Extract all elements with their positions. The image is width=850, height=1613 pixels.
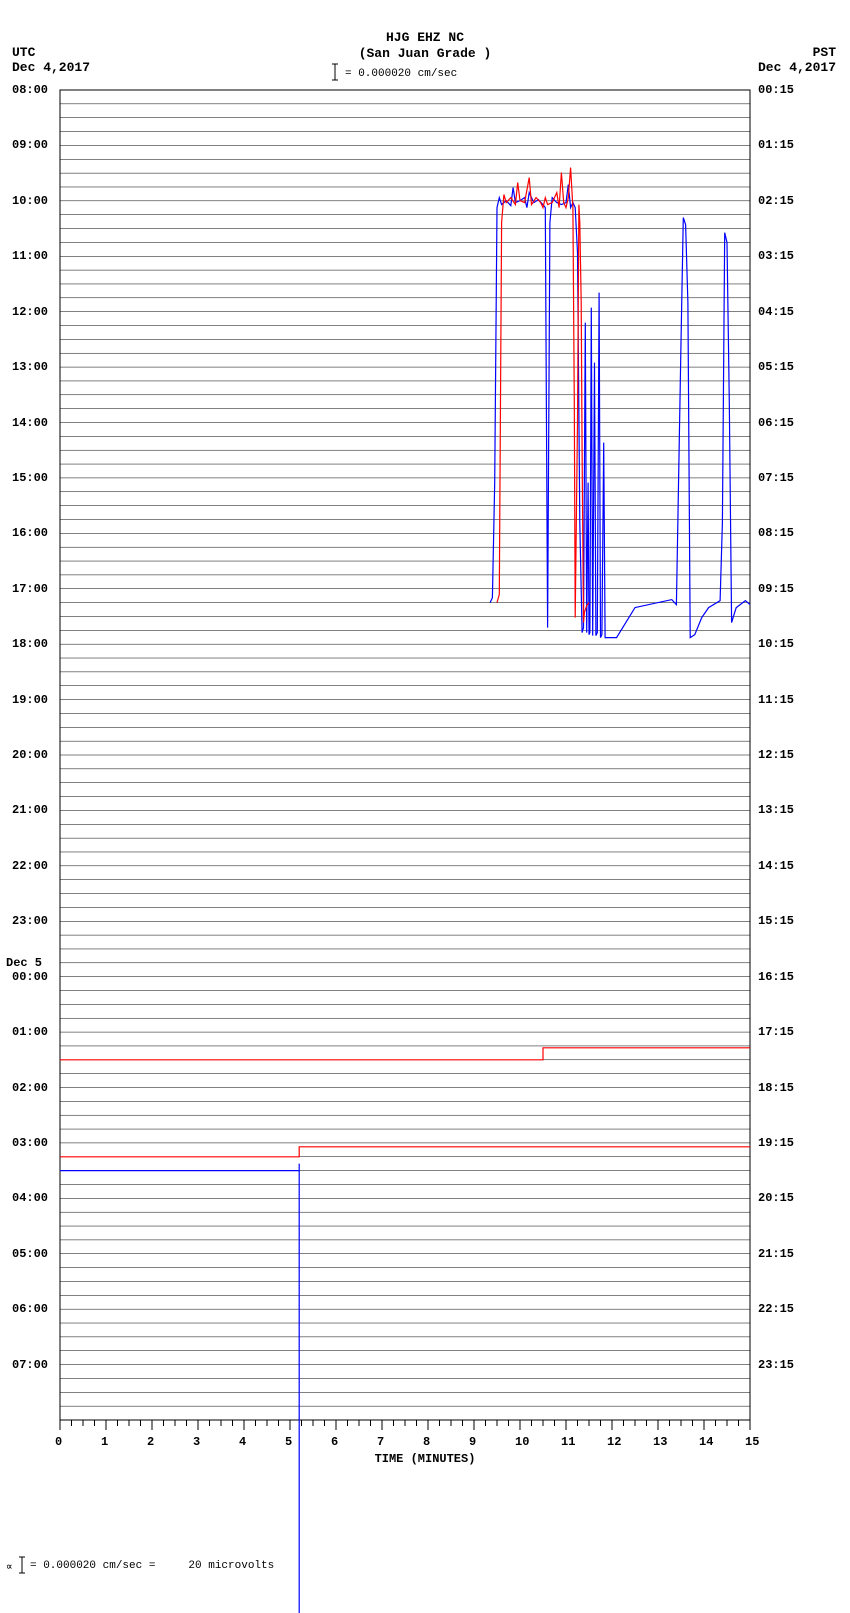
x-tick: 4: [239, 1435, 246, 1449]
pst-hour-label: 12:15: [758, 748, 794, 762]
utc-hour-label: 20:00: [12, 748, 48, 762]
utc-hour-label: 21:00: [12, 803, 48, 817]
x-tick: 3: [193, 1435, 200, 1449]
utc-hour-label: 10:00: [12, 194, 48, 208]
pst-hour-label: 11:15: [758, 693, 794, 707]
utc-hour-label: 05:00: [12, 1247, 48, 1261]
pst-hour-label: 08:15: [758, 526, 794, 540]
x-tick: 2: [147, 1435, 154, 1449]
chart-svg: [0, 0, 850, 1613]
x-tick: 5: [285, 1435, 292, 1449]
pst-hour-label: 00:15: [758, 83, 794, 97]
x-tick: 0: [55, 1435, 62, 1449]
utc-hour-label: 03:00: [12, 1136, 48, 1150]
utc-hour-label: 23:00: [12, 914, 48, 928]
x-tick: 8: [423, 1435, 430, 1449]
utc-hour-label: 00:00: [12, 970, 48, 984]
x-tick: 1: [101, 1435, 108, 1449]
pst-hour-label: 04:15: [758, 305, 794, 319]
new-day-label: Dec 5: [6, 956, 42, 970]
utc-hour-label: 02:00: [12, 1081, 48, 1095]
pst-hour-label: 13:15: [758, 803, 794, 817]
seismogram-page: HJG EHZ NC (San Juan Grade ) = 0.000020 …: [0, 0, 850, 1613]
utc-hour-label: 22:00: [12, 859, 48, 873]
x-tick: 15: [745, 1435, 759, 1449]
left-date-label: Dec 4,2017: [12, 60, 90, 75]
pst-hour-label: 05:15: [758, 360, 794, 374]
pst-hour-label: 15:15: [758, 914, 794, 928]
x-tick: 9: [469, 1435, 476, 1449]
footer-prefix: ∝: [6, 1560, 13, 1574]
x-tick: 10: [515, 1435, 529, 1449]
x-tick: 7: [377, 1435, 384, 1449]
right-date-label: Dec 4,2017: [758, 60, 836, 75]
utc-hour-label: 09:00: [12, 138, 48, 152]
left-tz-label: UTC: [12, 45, 35, 60]
utc-hour-label: 18:00: [12, 637, 48, 651]
utc-hour-label: 12:00: [12, 305, 48, 319]
utc-hour-label: 14:00: [12, 416, 48, 430]
pst-hour-label: 19:15: [758, 1136, 794, 1150]
pst-hour-label: 20:15: [758, 1191, 794, 1205]
utc-hour-label: 15:00: [12, 471, 48, 485]
pst-hour-label: 10:15: [758, 637, 794, 651]
x-tick: 11: [561, 1435, 575, 1449]
utc-hour-label: 17:00: [12, 582, 48, 596]
pst-hour-label: 14:15: [758, 859, 794, 873]
pst-hour-label: 18:15: [758, 1081, 794, 1095]
utc-hour-label: 04:00: [12, 1191, 48, 1205]
x-tick: 12: [607, 1435, 621, 1449]
pst-hour-label: 03:15: [758, 249, 794, 263]
utc-hour-label: 11:00: [12, 249, 48, 263]
pst-hour-label: 02:15: [758, 194, 794, 208]
pst-hour-label: 23:15: [758, 1358, 794, 1372]
utc-hour-label: 19:00: [12, 693, 48, 707]
x-tick: 13: [653, 1435, 667, 1449]
utc-hour-label: 13:00: [12, 360, 48, 374]
utc-hour-label: 08:00: [12, 83, 48, 97]
pst-hour-label: 22:15: [758, 1302, 794, 1316]
x-tick: 14: [699, 1435, 713, 1449]
pst-hour-label: 17:15: [758, 1025, 794, 1039]
utc-hour-label: 06:00: [12, 1302, 48, 1316]
utc-hour-label: 01:00: [12, 1025, 48, 1039]
pst-hour-label: 16:15: [758, 970, 794, 984]
right-tz-label: PST: [813, 45, 836, 60]
pst-hour-label: 07:15: [758, 471, 794, 485]
pst-hour-label: 06:15: [758, 416, 794, 430]
x-tick: 6: [331, 1435, 338, 1449]
utc-hour-label: 07:00: [12, 1358, 48, 1372]
pst-hour-label: 01:15: [758, 138, 794, 152]
x-axis-label: TIME (MINUTES): [0, 1452, 850, 1466]
pst-hour-label: 09:15: [758, 582, 794, 596]
utc-hour-label: 16:00: [12, 526, 48, 540]
footer-scale-text: = 0.000020 cm/sec = 20 microvolts: [30, 1560, 274, 1572]
pst-hour-label: 21:15: [758, 1247, 794, 1261]
